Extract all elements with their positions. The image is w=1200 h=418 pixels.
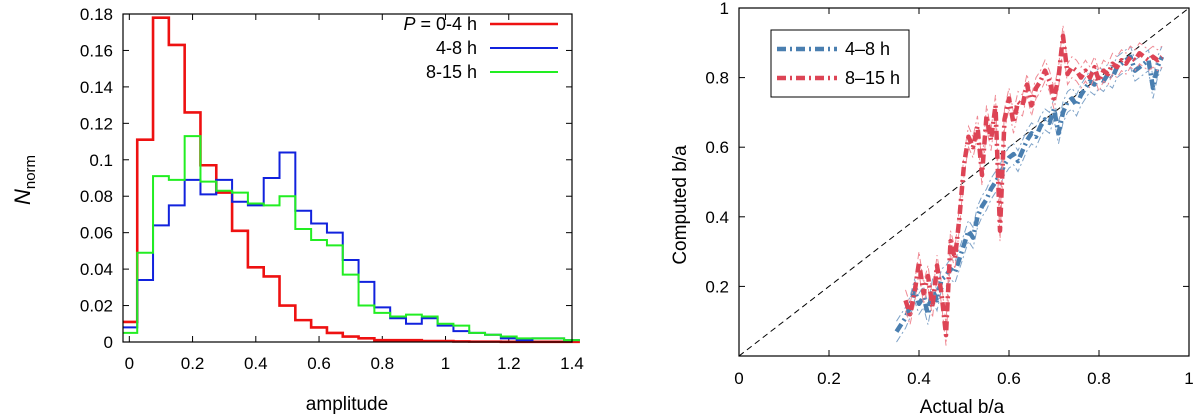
right-line-series [894, 25, 1165, 346]
line-series-0-lower-band [896, 66, 1163, 343]
right-y-axis-title: Computed b/a [670, 145, 691, 265]
amplitude-histogram-chart: Nnorm 0 0.2 0.4 0.6 0.8 1 1.2 1.400.020.040.060… [10, 5, 584, 415]
right-y-tick-label: 0.8 [705, 69, 729, 88]
left-plot-frame [122, 13, 573, 343]
left-y-axis-title: Nnorm [10, 155, 39, 205]
left-y-tick-label: 0.12 [80, 114, 113, 133]
left-y-tick-label: 0 [104, 333, 113, 352]
right-y-tick-label: 0.2 [705, 277, 729, 296]
left-y-tick-label: 0.08 [80, 187, 113, 206]
right-x-tick-label: 1 [1184, 369, 1193, 388]
left-x-tick-label: 1.4 [560, 354, 584, 373]
left-legend: P = 0-4 h 4-8 h 8-15 h [403, 14, 558, 82]
left-y-tick-label: 0.02 [80, 297, 113, 316]
right-plot-frame [738, 7, 1190, 357]
left-x-tick-label: 0.4 [244, 354, 268, 373]
left-x-axis-title: amplitude [306, 394, 388, 415]
left-x-tick-label: 1 [441, 354, 450, 373]
left-y-tick-label: 0.04 [80, 260, 113, 279]
left-y-tick-label: 0.16 [80, 41, 113, 60]
left-histogram-series [123, 16, 580, 344]
left-x-tick-label: 0.2 [181, 354, 205, 373]
histogram-series-2 [123, 135, 580, 342]
left-x-tick-label: 1.2 [497, 354, 521, 373]
line-series-1 [903, 33, 1164, 338]
left-legend-label-2: 8-15 h [426, 62, 477, 82]
right-x-tick-label: 0.4 [907, 369, 931, 388]
left-x-tick-label: 0 [125, 354, 134, 373]
left-y-tick-label: 0.06 [80, 224, 113, 243]
left-y-tick-label: 0.14 [80, 78, 113, 97]
left-ticks: 0 0.2 0.4 0.6 0.8 1 1.2 1.4 0 0.02 0.04 0.06 0.08 0.1… [80, 5, 584, 373]
right-x-tick-label: 0.8 [1087, 369, 1111, 388]
left-legend-label-0: P = 0-4 h [403, 14, 477, 34]
right-ticks: 0 0.2 0.4 0.6 0.8 1 0.2 0.4 0.6 0.8 1 [705, 0, 1193, 388]
right-legend-label-1: 8–15 h [845, 68, 900, 88]
right-x-tick-label: 0 [734, 369, 743, 388]
left-x-tick-label: 0.6 [307, 354, 331, 373]
right-legend: 4–8 h 8–15 h [770, 29, 910, 98]
right-y-tick-label: 0.6 [705, 138, 729, 157]
left-y-axis-title-sub: norm [22, 155, 39, 189]
right-y-tick-label: 0.4 [705, 208, 729, 227]
left-legend-label-0-rest: = 0-4 h [415, 14, 477, 34]
right-legend-label-0: 4–8 h [845, 39, 890, 59]
right-x-tick-label: 0.6 [997, 369, 1021, 388]
line-series-0-upper-band [896, 45, 1163, 322]
right-legend-box [770, 29, 910, 98]
left-legend-label-1: 4-8 h [436, 38, 477, 58]
left-x-tick-label: 0.8 [370, 354, 394, 373]
left-y-tick-label: 0.1 [89, 151, 113, 170]
histogram-series-1 [123, 151, 580, 342]
right-x-tick-label: 0.2 [817, 369, 841, 388]
left-legend-label-0-italic: P [403, 14, 415, 34]
line-series-1-upper-band [905, 25, 1163, 325]
line-series-1-lower-band [905, 46, 1163, 346]
right-y-tick-label: 1 [720, 0, 729, 18]
left-y-axis-title-main: N [10, 189, 35, 205]
left-y-tick-label: 0.18 [80, 5, 113, 24]
axis-ratio-comparison-chart: Computed b/a 0 0.2 0.4 0.6 0.8 1 0.2 0.4 0.6 0.8 1… [670, 0, 1194, 418]
right-x-axis-title: Actual b/a [920, 397, 1005, 418]
